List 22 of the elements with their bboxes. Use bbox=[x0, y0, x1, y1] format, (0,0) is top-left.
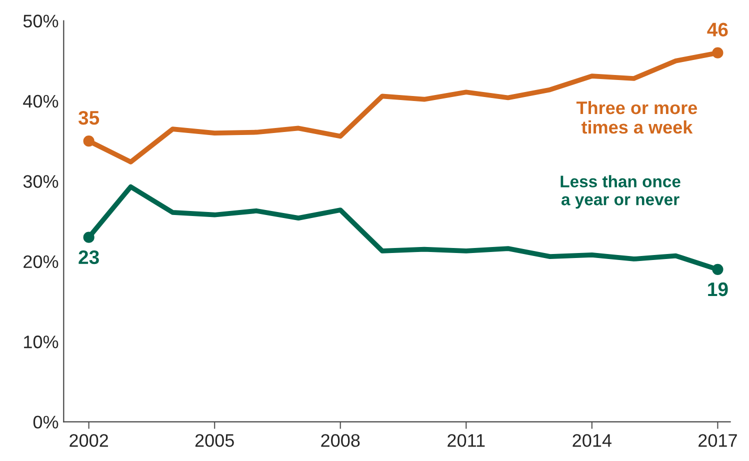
point bbox=[83, 232, 94, 243]
y-tick-label: 30% bbox=[23, 175, 58, 188]
x-tick-label: 2014 bbox=[572, 434, 612, 447]
y-tick-label: 50% bbox=[23, 14, 58, 28]
y-tick-label: 0% bbox=[33, 416, 58, 429]
x-tick-label: 2008 bbox=[321, 434, 360, 447]
x-tick-label: 2002 bbox=[70, 434, 108, 447]
text: Less than once a year or never bbox=[560, 175, 680, 209]
x-tick-label: 2005 bbox=[195, 434, 234, 447]
point bbox=[712, 264, 724, 275]
y-tick-label: 10% bbox=[24, 336, 58, 348]
point bbox=[83, 136, 94, 147]
point bbox=[712, 47, 724, 58]
data-label: 23 bbox=[78, 250, 99, 264]
y-tick-label: 20% bbox=[24, 255, 58, 268]
data-label: 19 bbox=[708, 282, 728, 296]
x-tick-label: 2017 bbox=[698, 434, 737, 447]
x-tick-label: 2011 bbox=[448, 434, 485, 447]
data-label: 46 bbox=[707, 22, 728, 36]
y-tick-label: 40% bbox=[23, 94, 58, 108]
data-label: 35 bbox=[78, 110, 100, 125]
series-label: Three or more times a week bbox=[576, 100, 698, 134]
